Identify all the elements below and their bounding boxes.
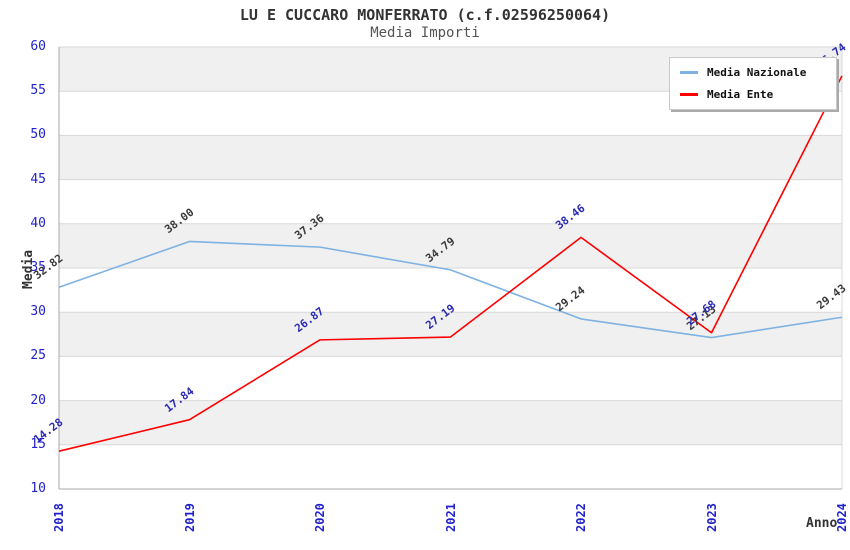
legend-label: Media Ente (707, 87, 774, 101)
legend: Media Nazionale Media Ente (669, 57, 837, 110)
legend-line-swatch (680, 70, 698, 74)
x-axis-title: Anno (806, 516, 838, 531)
chart-subtitle: Media Importi (370, 25, 480, 41)
y-tick-label: 50 (30, 127, 46, 143)
plot-band (59, 135, 842, 180)
y-tick-label: 10 (30, 481, 46, 496)
plot-band (59, 268, 842, 313)
legend-item: Media Ente (680, 86, 826, 102)
x-tick-label: 2018 (52, 503, 66, 532)
y-tick-label: 55 (30, 83, 46, 99)
x-tick-label: 2020 (313, 503, 327, 532)
plot-band (59, 223, 842, 268)
chart-title: LU E CUCCARO MONFERRATO (c.f.02596250064… (239, 6, 611, 24)
y-tick-label: 45 (30, 171, 46, 187)
legend-item: Media Nazionale (680, 64, 826, 80)
plot-band (59, 312, 842, 357)
series-line-media-ente (58, 75, 843, 452)
y-tick-label: 25 (30, 348, 46, 364)
y-tick-label: 15 (30, 436, 46, 452)
plot-band (59, 400, 842, 445)
legend-label: Media Nazionale (707, 65, 807, 79)
x-tick-label: 2024 (835, 503, 849, 532)
x-tick-label: 2022 (574, 503, 588, 532)
x-tick-label: 2023 (704, 503, 719, 532)
y-tick-label: 40 (30, 215, 46, 231)
series-line-media-nazionale (58, 240, 843, 339)
y-tick-label: 30 (30, 304, 46, 320)
x-tick-label: 2019 (182, 503, 197, 532)
y-tick-label: 35 (30, 260, 46, 275)
y-tick-label: 20 (30, 392, 46, 408)
plot-band (59, 356, 842, 401)
plot-band (59, 444, 842, 489)
plot-band (59, 179, 842, 224)
x-tick-label: 2021 (443, 503, 458, 532)
y-tick-label: 60 (30, 39, 46, 54)
legend-line-swatch (680, 92, 698, 96)
